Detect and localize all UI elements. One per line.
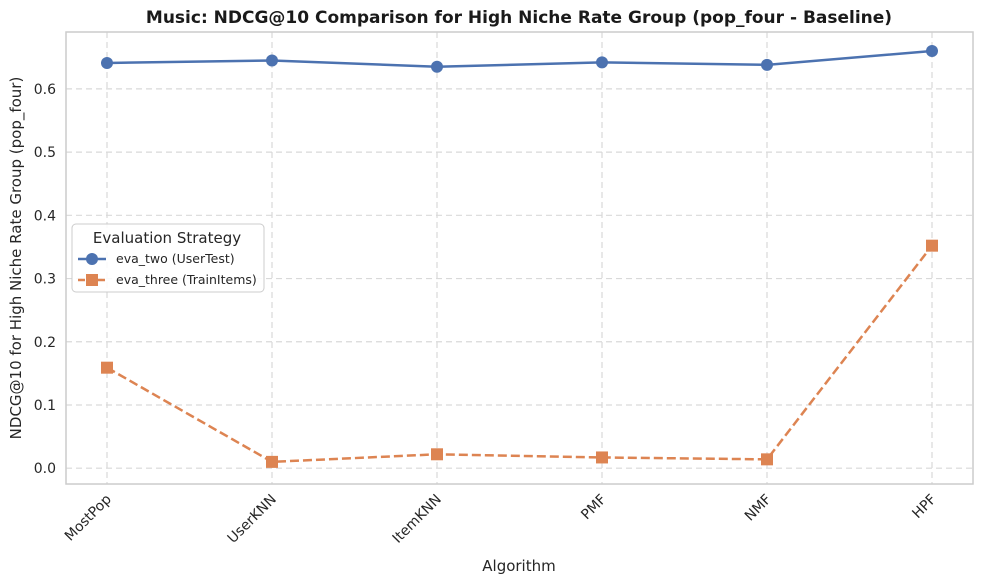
y-tick-label: 0.2	[34, 335, 56, 351]
data-point	[266, 455, 278, 468]
x-axis-label: Algorithm	[482, 557, 555, 575]
legend: Evaluation Strategy eva_two (UserTest)ev…	[71, 223, 265, 293]
data-point	[101, 361, 113, 374]
data-point	[761, 453, 773, 466]
series	[101, 44, 938, 468]
data-point	[101, 56, 113, 69]
legend-marker	[86, 274, 98, 286]
data-point	[761, 58, 773, 71]
grid	[66, 32, 973, 484]
legend-item: eva_two (UserTest)	[78, 251, 235, 266]
y-tick-label: 0.5	[34, 145, 56, 161]
data-point	[266, 54, 278, 67]
data-point	[926, 239, 938, 252]
data-point	[596, 56, 608, 69]
chart-title: Music: NDCG@10 Comparison for High Niche…	[146, 8, 892, 28]
y-tick-label: 0.4	[34, 208, 56, 224]
y-tick-label: 0.6	[34, 82, 56, 98]
series-line	[106, 49, 933, 69]
legend-box	[71, 223, 265, 293]
legend-marker	[86, 253, 98, 265]
data-point	[431, 60, 443, 73]
legend-item: eva_three (TrainItems)	[78, 272, 257, 287]
series-2	[101, 239, 938, 468]
legend-title: Evaluation Strategy	[93, 229, 241, 247]
data-point	[431, 448, 443, 461]
y-tick-label: 0.3	[34, 272, 56, 288]
series-line	[106, 244, 933, 464]
y-axis-ticks: 0.0 0.1 0.2 0.3 0.4 0.5 0.6	[34, 82, 56, 477]
series-1	[101, 44, 938, 73]
data-point	[596, 451, 608, 464]
y-axis-label: NDCG@10 for High Niche Rate Group (pop_f…	[7, 77, 26, 440]
plot-frame	[65, 31, 974, 485]
legend-label: eva_two (UserTest)	[116, 251, 235, 266]
data-point	[926, 44, 938, 57]
legend-items: eva_two (UserTest) eva_three (TrainItems)	[78, 251, 257, 287]
y-tick-label: 0.1	[34, 398, 56, 414]
y-tick-label: 0.0	[34, 461, 56, 477]
legend-label: eva_three (TrainItems)	[116, 272, 257, 287]
